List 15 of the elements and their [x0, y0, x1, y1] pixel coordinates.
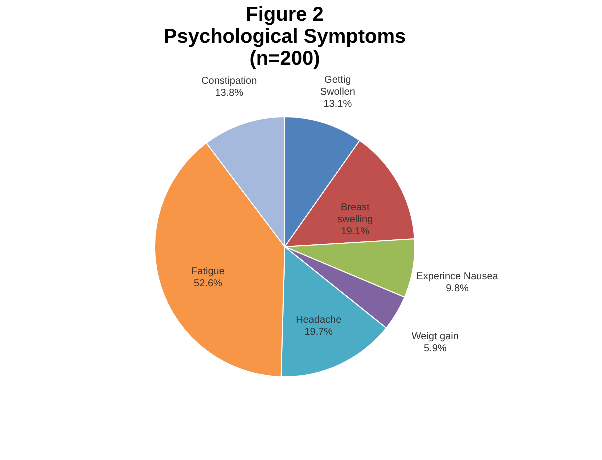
data-label: 13.8% [215, 88, 244, 100]
data-label: 9.8% [446, 283, 470, 294]
data-label: 13.1% [324, 99, 352, 110]
slice-label: Weigt gain [412, 332, 459, 343]
slice-label: Headache [296, 315, 342, 326]
data-label: 5.9% [424, 344, 447, 355]
data-label: 52.6% [194, 278, 223, 290]
slice-label: Fatigue [192, 266, 226, 278]
data-label: 19.1% [341, 226, 370, 238]
data-label: 19.7% [304, 327, 334, 338]
slice-label: Gettig Swollen [320, 75, 356, 98]
slice-label: Constipation [202, 76, 258, 88]
slice-label: Breast swelling [338, 202, 374, 226]
slice-label: Experince Nausea [416, 271, 499, 282]
chart-title: Figure 2 Psychological Symptoms (n=200) [164, 4, 406, 70]
